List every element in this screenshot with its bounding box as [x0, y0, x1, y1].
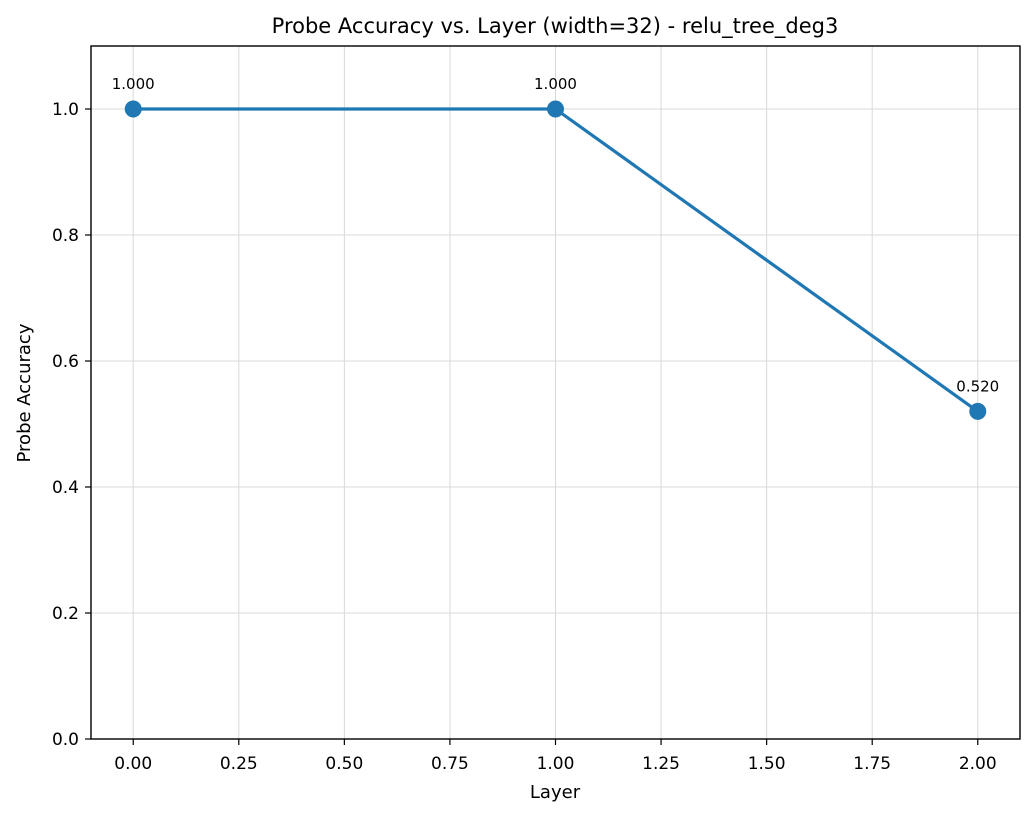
x-axis-label: Layer [530, 782, 581, 803]
data-label: 1.000 [534, 75, 577, 93]
x-axis-ticks: 0.00 0.25 0.50 0.75 1.00 1.25 1.50 1.75 2.00 [114, 739, 997, 774]
y-tick-label: 0.6 [52, 352, 79, 372]
y-tick-label: 0.8 [52, 226, 79, 246]
x-tick-label: 1.00 [537, 754, 575, 774]
data-label: 0.520 [956, 377, 999, 395]
x-tick-label: 1.50 [748, 754, 786, 774]
y-tick-label: 0.2 [52, 604, 79, 624]
x-tick-label: 0.50 [325, 754, 363, 774]
y-tick-label: 1.0 [52, 100, 79, 120]
data-point [124, 100, 142, 118]
y-tick-label: 0.4 [52, 478, 79, 498]
data-label: 1.000 [112, 75, 155, 93]
y-tick-label: 0.0 [52, 730, 79, 750]
data-point [969, 402, 987, 420]
x-tick-label: 1.75 [853, 754, 891, 774]
x-tick-label: 0.75 [431, 754, 469, 774]
series-layer: 1.000 1.000 0.520 [112, 75, 999, 420]
x-tick-label: 2.00 [959, 754, 997, 774]
data-point [547, 100, 564, 118]
y-axis-ticks: 0.0 0.2 0.4 0.6 0.8 1.0 [52, 100, 91, 750]
plot-frame [90, 45, 1021, 740]
chart-title: Probe Accuracy vs. Layer (width=32) - re… [272, 14, 839, 39]
x-tick-label: 0.25 [220, 754, 258, 774]
x-tick-label: 0.00 [114, 754, 152, 774]
x-tick-label: 1.25 [642, 754, 680, 774]
y-axis-label: Probe Accuracy [14, 323, 35, 462]
grid [91, 46, 1020, 740]
